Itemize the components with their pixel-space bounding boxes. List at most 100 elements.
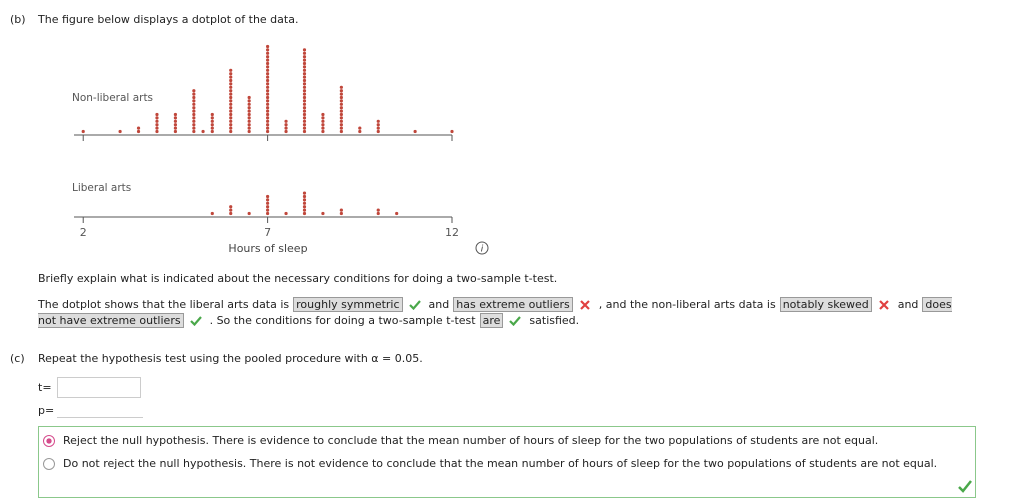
dot (302, 116, 307, 120)
dot (284, 211, 288, 216)
dot (229, 109, 233, 113)
radio[interactable] (43, 458, 55, 470)
dot-stack (284, 211, 288, 216)
dot (339, 129, 343, 134)
dot (339, 109, 343, 113)
dot-stack (395, 211, 399, 216)
option[interactable]: Reject the null hypothesis. There is evi… (43, 434, 879, 447)
dot (266, 92, 270, 96)
dot (247, 95, 251, 100)
dot (173, 123, 178, 127)
option-text[interactable]: Reject the null hypothesis. There is evi… (63, 434, 879, 447)
dot (173, 129, 178, 134)
dot (302, 208, 307, 212)
dot (118, 129, 122, 134)
dot (192, 123, 196, 127)
dot (321, 112, 325, 117)
dot (358, 126, 362, 130)
dot (266, 208, 270, 212)
dot-stack (358, 126, 362, 134)
answer-text: and (428, 298, 450, 311)
dot (229, 102, 233, 106)
dot (247, 123, 251, 127)
dot (173, 112, 178, 117)
dot-stack (266, 194, 270, 216)
dot (266, 78, 270, 83)
dot (266, 75, 270, 79)
dot (339, 95, 343, 100)
dot (266, 44, 270, 49)
dot (284, 123, 288, 127)
dot (266, 65, 270, 69)
answer-choice[interactable]: notably skewed (779, 297, 872, 312)
dot (266, 58, 270, 62)
answer-text: and (897, 298, 919, 311)
option[interactable]: Do not reject the null hypothesis. There… (43, 457, 938, 470)
dot (339, 211, 343, 216)
t-input[interactable] (57, 377, 141, 398)
radio[interactable] (43, 435, 55, 447)
dot (302, 106, 307, 110)
dot (210, 129, 214, 134)
dot (450, 129, 454, 134)
dot (266, 211, 270, 216)
dot (266, 82, 270, 86)
dot (358, 129, 362, 134)
dot (302, 95, 307, 100)
dot (229, 99, 233, 103)
dot-stack (339, 208, 343, 216)
answer-choice[interactable]: are (479, 313, 504, 328)
dot (192, 92, 196, 96)
dot (247, 112, 251, 117)
dot-stack (376, 119, 380, 134)
dot (376, 208, 380, 212)
dot-stack (192, 89, 196, 134)
check-icon (509, 316, 522, 326)
dot (210, 112, 214, 117)
dot (229, 106, 233, 110)
series-label: Non-liberal arts (72, 92, 153, 104)
option-text[interactable]: Do not reject the null hypothesis. There… (63, 457, 938, 470)
part-label: (c) (10, 352, 25, 365)
dot (229, 78, 233, 83)
dot (210, 126, 214, 130)
dot (192, 109, 196, 113)
dot (302, 51, 307, 55)
dot-stack (339, 85, 343, 134)
dot (339, 126, 343, 130)
p-input[interactable] (57, 400, 143, 418)
p-label: p= (38, 404, 55, 417)
dot (302, 89, 307, 93)
dot (302, 198, 307, 202)
dot (155, 126, 159, 130)
dot (339, 208, 343, 212)
dot (413, 129, 417, 134)
dot (155, 116, 159, 120)
answer-text: The dotplot shows that the liberal arts … (38, 298, 290, 311)
dot (81, 129, 85, 134)
dot (229, 82, 233, 86)
answer-choice[interactable]: has extreme outliers (453, 297, 573, 312)
dot (266, 48, 270, 52)
dot (302, 102, 307, 106)
dot (247, 99, 251, 103)
dot (302, 58, 307, 62)
dot (339, 123, 343, 127)
part-label: (b) (10, 13, 26, 26)
answer-choice[interactable]: roughly symmetric (293, 297, 403, 312)
dotplot: Non-liberal arts Liberal arts Hours of s… (72, 44, 489, 255)
answer-text: , and the non-liberal arts data is (598, 298, 776, 311)
info-icon[interactable] (475, 241, 489, 255)
info-icon-text[interactable]: i (481, 245, 484, 255)
x-tick-label: 12 (445, 226, 459, 239)
dot (266, 119, 270, 123)
dot (155, 129, 159, 134)
dot (266, 198, 270, 202)
dot-stack (155, 112, 159, 134)
dot (302, 61, 307, 66)
dot (266, 106, 270, 110)
dot (229, 89, 233, 93)
dot (266, 109, 270, 113)
dot (266, 95, 270, 100)
